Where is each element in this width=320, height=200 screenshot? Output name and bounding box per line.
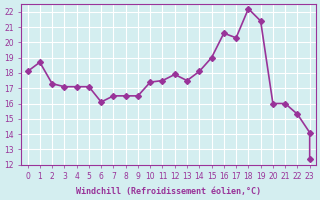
X-axis label: Windchill (Refroidissement éolien,°C): Windchill (Refroidissement éolien,°C) [76,187,261,196]
